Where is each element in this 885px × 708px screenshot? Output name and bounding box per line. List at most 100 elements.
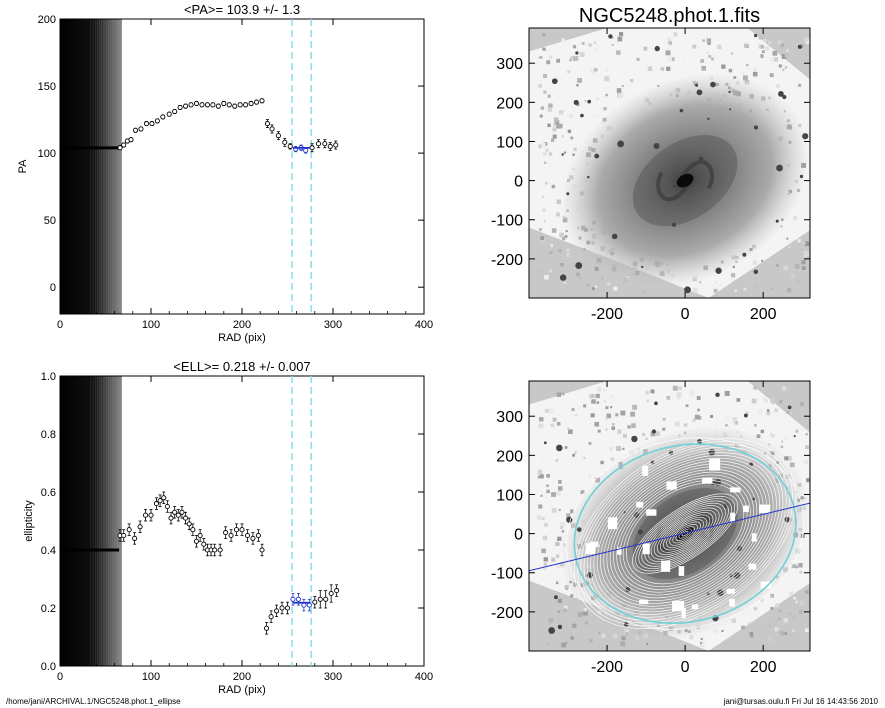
noise-pixel <box>769 73 774 78</box>
star <box>698 156 704 162</box>
noise-pixel <box>650 431 656 437</box>
data-point <box>309 143 315 153</box>
point-marker <box>248 100 254 107</box>
noise-pixel <box>721 629 724 633</box>
noise-pixel <box>795 279 800 284</box>
noise-pixel <box>543 557 548 562</box>
noise-pixel <box>558 247 561 251</box>
noise-pixel <box>770 287 773 290</box>
noise-pixel <box>754 423 757 427</box>
y-tick-label: 200 <box>38 14 56 26</box>
point-marker <box>328 590 334 597</box>
noise-pixel <box>552 134 557 139</box>
noise-pixel <box>546 484 549 488</box>
point-marker <box>199 102 205 108</box>
noise-pixel <box>542 208 546 212</box>
noise-pixel <box>667 56 672 62</box>
star <box>776 164 783 172</box>
noise-pixel <box>555 554 560 558</box>
mask-patch <box>743 505 749 513</box>
noise-pixel <box>730 273 736 278</box>
fitted-ellipse <box>675 526 695 541</box>
star <box>797 44 802 49</box>
fitted-ellipse <box>619 477 751 590</box>
point-marker <box>312 599 318 605</box>
data-point <box>177 104 183 111</box>
noise-pixel <box>547 94 551 98</box>
noise-pixel <box>792 629 795 632</box>
noise-pixel <box>543 90 547 94</box>
data-point <box>232 103 238 109</box>
noise-pixel <box>596 97 599 101</box>
data-point <box>148 508 154 522</box>
noise-pixel <box>594 67 598 72</box>
star <box>729 108 732 111</box>
noise-pixel <box>631 423 636 428</box>
noise-pixel <box>748 621 751 625</box>
noise-pixel <box>588 43 592 47</box>
mask-patch <box>678 566 685 576</box>
noise-pixel <box>717 44 722 50</box>
noise-pixel <box>781 54 787 59</box>
y-tick-label: -100 <box>491 566 523 583</box>
noise-pixel <box>750 635 754 639</box>
noise-pixel <box>753 385 757 390</box>
spiral-arm <box>679 513 715 543</box>
noise-pixel <box>620 410 626 416</box>
star <box>651 429 657 434</box>
star <box>543 441 547 445</box>
noise-pixel <box>567 70 571 74</box>
noise-pixel <box>692 418 696 422</box>
noise-pixel <box>590 68 595 74</box>
noise-pixel <box>780 445 784 449</box>
y-tick-label: 300 <box>496 409 523 426</box>
mask-patch <box>607 517 618 530</box>
mask-patch <box>748 563 757 570</box>
x-tick-label: 200 <box>233 671 251 683</box>
noise-pixel <box>734 421 739 425</box>
noise-pixel <box>552 127 557 132</box>
noise-pixel <box>713 288 718 293</box>
star <box>617 140 625 148</box>
data-point <box>161 491 167 505</box>
noise-pixel <box>542 47 546 51</box>
noise-pixel <box>559 232 565 238</box>
noise-pixel <box>566 248 570 253</box>
noise-pixel <box>606 413 612 419</box>
data-point <box>190 523 196 536</box>
noise-pixel <box>539 114 543 118</box>
point-marker <box>327 143 333 149</box>
noise-pixel <box>610 406 613 409</box>
point-marker <box>282 139 288 145</box>
noise-pixel <box>563 281 567 284</box>
star <box>631 435 638 443</box>
x-tick-label: 200 <box>233 319 251 331</box>
noise-pixel <box>760 429 765 434</box>
noise-pixel <box>654 431 660 436</box>
noise-pixel <box>645 390 650 395</box>
x-axis-label: RAD (pix) <box>218 684 266 696</box>
noise-pixel <box>538 228 542 232</box>
data-point <box>204 102 210 108</box>
point-marker <box>153 501 160 507</box>
point-marker <box>233 527 240 533</box>
star <box>753 33 758 38</box>
noise-pixel <box>541 548 546 554</box>
mask-patch <box>760 581 772 589</box>
noise-pixel <box>594 285 598 289</box>
point-marker <box>160 114 166 120</box>
data-point <box>117 145 123 151</box>
noise-pixel <box>803 255 807 258</box>
noise-pixel <box>560 526 564 530</box>
y-tick-label: 150 <box>38 81 56 93</box>
data-point <box>237 102 243 108</box>
fitted-ellipse <box>653 509 717 558</box>
noise-pixel <box>562 236 566 241</box>
noise-pixel <box>547 123 551 128</box>
fitted-ellipse <box>606 466 764 602</box>
noise-pixel <box>564 584 569 589</box>
fitted-ellipse <box>622 480 748 588</box>
point-marker <box>232 103 238 109</box>
noise-pixel <box>551 184 555 189</box>
star <box>653 143 660 150</box>
